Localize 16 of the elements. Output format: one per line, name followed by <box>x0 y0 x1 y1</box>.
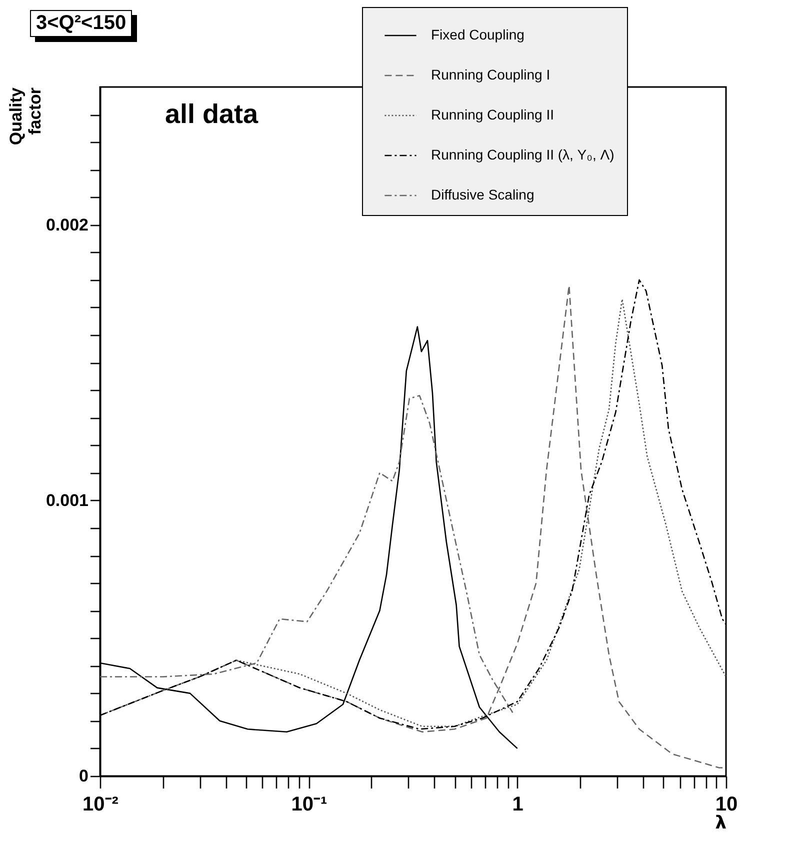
y-tick-label: 0.002 <box>46 215 88 234</box>
x-tick-label: 1 <box>512 794 524 816</box>
y-tick-label: 0.001 <box>46 490 88 510</box>
x-tick-label: 10⁻² <box>82 794 119 816</box>
y-tick-label: 0 <box>79 766 88 786</box>
legend-label: Diffusive Scaling <box>431 186 534 202</box>
legend-label: Running Coupling II (λ, Y₀, Λ) <box>431 146 614 162</box>
x-tick-label: 10⁻¹ <box>291 794 328 816</box>
x-tick-label: 10 <box>715 794 738 816</box>
annotation: all data <box>165 99 260 129</box>
legend-label: Running Coupling I <box>431 66 550 82</box>
x-axis-title: λ <box>715 812 726 834</box>
legend-label: Fixed Coupling <box>431 26 524 42</box>
legend-label: Running Coupling II <box>431 106 554 122</box>
chart-title: 3<Q²<150 <box>30 10 132 37</box>
y-axis-title: Quality factor <box>6 86 44 146</box>
